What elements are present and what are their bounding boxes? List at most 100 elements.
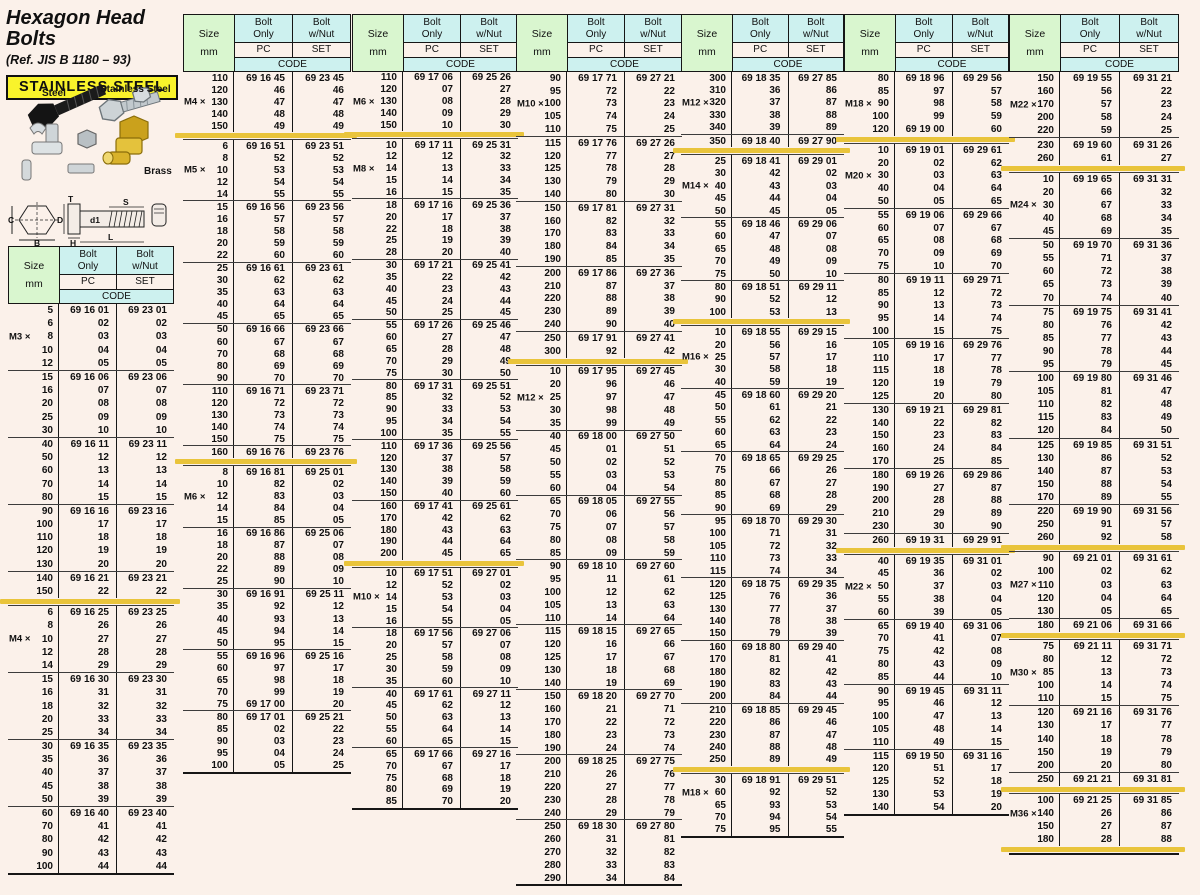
bolt-with-nut-header: Bolt w/Nut	[787, 15, 843, 42]
size-cell: 20	[385, 211, 397, 223]
pc-code-cell: 69 19 01	[894, 143, 952, 157]
size-label: Size	[198, 27, 220, 40]
set-code-cell: 17	[951, 762, 1010, 776]
pc-code-cell: 78	[566, 162, 624, 176]
size-cell: M10 × 100	[517, 98, 561, 110]
size-cell: 150	[872, 430, 889, 442]
table-row: 50 95 15	[183, 637, 351, 650]
table-row: 115 69 18 15 69 27 65	[516, 625, 682, 639]
table-row: 125 69 19 85 69 31 51	[1009, 438, 1179, 452]
size-cell: 45	[216, 311, 228, 323]
size-cell: 70	[549, 509, 561, 521]
thread-size-label: M18 ×	[845, 98, 872, 110]
pc-code-cell: 47	[731, 230, 788, 244]
pc-code-cell: 69 19 75	[1059, 305, 1119, 319]
size-cell: 45	[385, 295, 397, 307]
set-code-cell: 27	[624, 149, 682, 163]
table-row: 100 53 13	[681, 306, 844, 319]
pc-code-cell: 73	[233, 409, 292, 422]
table-row: 40 69 19 35 69 31 01	[844, 554, 1009, 568]
size-cell: 90	[1042, 345, 1054, 357]
set-code-cell: 59	[624, 546, 682, 560]
pc-code-cell: 77	[731, 603, 788, 616]
size-cell: M24 × 30	[1010, 199, 1054, 211]
size-cell: 20	[216, 552, 228, 564]
size-header: Size mm	[844, 14, 896, 72]
thread-size-label: M6 ×	[353, 96, 375, 108]
size-cell: 100	[709, 306, 726, 318]
pc-code-cell: 32	[402, 391, 460, 404]
table-row: 150 27 87	[1009, 820, 1179, 834]
pc-code-cell: 17	[58, 518, 116, 532]
pc-code-cell: 69 16 81	[233, 466, 292, 479]
table-row: 40 69 16 11 69 23 11	[8, 437, 174, 452]
set-code-cell: 69 31 56	[1119, 505, 1179, 519]
set-code-cell: 69 29 30	[787, 515, 845, 528]
pc-code-cell: 68	[402, 772, 460, 784]
set-code-cell: 15	[116, 490, 174, 504]
set-code-cell: 02	[787, 167, 845, 181]
pc-code-cell: 08	[402, 95, 460, 108]
size-label: Size	[696, 27, 718, 40]
pc-code-cell: 33	[566, 858, 624, 872]
table-row: 12 52 02	[352, 579, 518, 592]
size-cell: 200	[709, 691, 726, 703]
size-cell: 45	[877, 568, 889, 580]
set-code-cell: 84	[624, 871, 682, 885]
set-code-cell: 27	[460, 83, 518, 96]
set-code-cell: 51	[624, 443, 682, 457]
set-code-cell: 69 25 51	[460, 380, 518, 392]
size-cell: 125	[709, 591, 726, 603]
table-row: M10 × 14 53 03	[352, 591, 518, 604]
table-row: 210 69 18 85 69 29 45	[681, 704, 844, 717]
size-cell: 10	[1042, 173, 1054, 185]
pc-code-cell: 86	[731, 716, 788, 729]
table-row: 60 69 16 40 69 23 40	[8, 806, 174, 821]
pc-code-cell: 04	[233, 747, 292, 760]
size-cell: 120	[872, 124, 889, 136]
set-code-cell: 47	[1119, 385, 1179, 399]
pc-code-cell: 69 21 01	[1059, 552, 1119, 566]
set-code-cell: 05	[951, 605, 1010, 619]
set-code-cell: 19	[951, 788, 1010, 801]
size-cell: 65	[216, 674, 228, 686]
size-cell: 140	[544, 677, 561, 689]
pc-code-cell: 65	[402, 735, 460, 748]
size-header: Size mm	[1009, 14, 1061, 72]
table-row: 230 87 47	[681, 728, 844, 742]
pc-code-cell: 73	[731, 552, 788, 565]
set-code-cell: 04	[787, 192, 845, 205]
bolt-with-nut-header: Bolt w/Nut	[624, 15, 681, 42]
table-row: 210 26 76	[516, 768, 682, 782]
size-cell: 200	[380, 548, 397, 560]
size-header: Size mm	[183, 14, 235, 72]
size-header: Size mm	[352, 14, 404, 72]
table-row: 70 41 41	[8, 820, 174, 834]
table-row: 18 58 58	[183, 225, 351, 238]
set-code-cell: 37	[460, 211, 518, 224]
table-row: 130 17 77	[1009, 719, 1179, 733]
size-cell: 25	[216, 263, 228, 275]
size-cell: M12 × 25	[517, 392, 561, 404]
table-row: 60 67 67	[183, 335, 351, 349]
page-title: Hexagon Head Bolts	[6, 7, 145, 50]
size-cell: 160	[380, 500, 397, 512]
table-row: 65 64 24	[681, 438, 844, 452]
size-cell: 200	[1037, 112, 1054, 124]
set-code-cell: 17	[787, 351, 845, 364]
size-cell: 150	[380, 488, 397, 500]
set-code-cell: 05	[292, 514, 351, 527]
set-code-cell: 78	[951, 364, 1010, 378]
row-group: 30 69 16 35 69 23 35 35 36 36 40 37 37 45 38 38 50 39…	[8, 739, 174, 806]
table-row: 140 18 78	[1009, 732, 1179, 746]
size-cell: 65	[877, 235, 889, 247]
table-row: 90 78 44	[1009, 344, 1179, 358]
size-cell: 20	[877, 157, 889, 169]
set-code-cell: 02	[116, 317, 174, 331]
pc-code-cell: 27	[1059, 820, 1119, 834]
size-cell: 90	[714, 294, 726, 306]
bolt-with-nut-header: Bolt w/Nut	[460, 15, 517, 42]
size-cell: 6	[47, 318, 53, 330]
table-row: 210 29 89	[844, 507, 1009, 521]
table-row: 65 69 17 66 69 27 16	[352, 748, 518, 761]
